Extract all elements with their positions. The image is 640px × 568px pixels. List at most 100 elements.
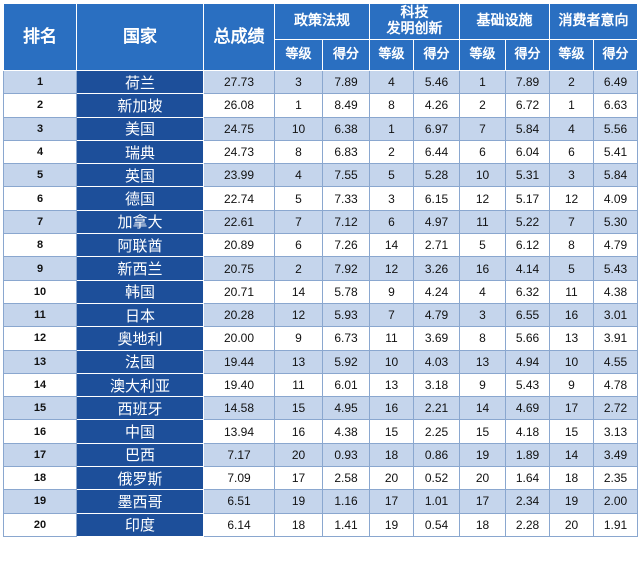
infra-grade-cell: 15 bbox=[459, 419, 506, 444]
infra-score-cell: 6.12 bbox=[505, 233, 550, 258]
policy-score-cell: 7.12 bbox=[322, 209, 370, 235]
policy-score-cell: 1.16 bbox=[322, 489, 370, 514]
consumer-score-cell: 4.78 bbox=[593, 372, 638, 398]
country-cell: 美国 bbox=[76, 116, 204, 141]
country-cell: 加拿大 bbox=[76, 209, 204, 235]
country-cell: 法国 bbox=[76, 349, 204, 374]
tech-grade-cell: 16 bbox=[369, 396, 414, 421]
country-cell: 阿联酋 bbox=[76, 233, 204, 258]
table-row: 10 韩国 20.71 14 5.78 9 4.24 4 6.32 11 4.38 bbox=[3, 279, 638, 304]
infra-grade-cell: 8 bbox=[459, 326, 506, 351]
policy-score-cell: 5.92 bbox=[322, 349, 370, 374]
consumer-grade-cell: 19 bbox=[549, 489, 594, 514]
infra-grade-cell: 2 bbox=[459, 93, 506, 118]
tech-score-cell: 0.54 bbox=[413, 512, 460, 537]
tech-score-cell: 5.46 bbox=[413, 69, 460, 95]
country-cell: 西班牙 bbox=[76, 396, 204, 421]
header-infrastructure: 基础设施 bbox=[459, 3, 550, 40]
policy-score-cell: 7.92 bbox=[322, 256, 370, 281]
header-policy: 政策法规 bbox=[274, 3, 370, 40]
rank-cell: 7 bbox=[3, 209, 77, 235]
tech-score-cell: 0.86 bbox=[413, 442, 460, 468]
policy-score-cell: 7.33 bbox=[322, 186, 370, 211]
total-score-cell: 24.73 bbox=[203, 139, 275, 165]
tech-score-cell: 1.01 bbox=[413, 489, 460, 514]
consumer-grade-cell: 3 bbox=[549, 163, 594, 188]
consumer-grade-cell: 8 bbox=[549, 233, 594, 258]
total-score-cell: 24.75 bbox=[203, 116, 275, 141]
policy-score-cell: 7.55 bbox=[322, 163, 370, 188]
infra-score-cell: 4.69 bbox=[505, 396, 550, 421]
table-row: 9 新西兰 20.75 2 7.92 12 3.26 16 4.14 5 5.43 bbox=[3, 256, 638, 281]
tech-grade-cell: 8 bbox=[369, 93, 414, 118]
consumer-score-cell: 5.41 bbox=[593, 139, 638, 165]
policy-grade-cell: 3 bbox=[274, 69, 323, 95]
infra-score-cell: 5.84 bbox=[505, 116, 550, 141]
rank-cell: 15 bbox=[3, 396, 77, 421]
tech-grade-cell: 13 bbox=[369, 372, 414, 398]
table-row: 4 瑞典 24.73 8 6.83 2 6.44 6 6.04 6 5.41 bbox=[3, 139, 638, 165]
infra-score-cell: 4.94 bbox=[505, 349, 550, 374]
tech-score-cell: 3.26 bbox=[413, 256, 460, 281]
country-cell: 俄罗斯 bbox=[76, 466, 204, 491]
infra-score-cell: 1.64 bbox=[505, 466, 550, 491]
rank-cell: 11 bbox=[3, 302, 77, 328]
rank-cell: 5 bbox=[3, 163, 77, 188]
infra-score-cell: 5.66 bbox=[505, 326, 550, 351]
table-row: 18 俄罗斯 7.09 17 2.58 20 0.52 20 1.64 18 2.35 bbox=[3, 466, 638, 491]
country-cell: 瑞典 bbox=[76, 139, 204, 165]
infra-score-cell: 5.22 bbox=[505, 209, 550, 235]
tech-grade-cell: 7 bbox=[369, 302, 414, 328]
infra-grade-cell: 14 bbox=[459, 396, 506, 421]
table-row: 2 新加坡 26.08 1 8.49 8 4.26 2 6.72 1 6.63 bbox=[3, 93, 638, 118]
header-tech-line1: 科技 bbox=[400, 5, 429, 22]
tech-grade-cell: 2 bbox=[369, 139, 414, 165]
tech-grade-cell: 3 bbox=[369, 186, 414, 211]
policy-grade-cell: 14 bbox=[274, 279, 323, 304]
tech-grade-cell: 19 bbox=[369, 512, 414, 537]
total-score-cell: 7.17 bbox=[203, 442, 275, 468]
table-row: 15 西班牙 14.58 15 4.95 16 2.21 14 4.69 17 2.72 bbox=[3, 396, 638, 421]
consumer-grade-cell: 14 bbox=[549, 442, 594, 468]
consumer-grade-cell: 15 bbox=[549, 419, 594, 444]
infra-score-cell: 5.17 bbox=[505, 186, 550, 211]
header-tech: 科技 发明创新 bbox=[369, 3, 460, 40]
policy-score-cell: 6.83 bbox=[322, 139, 370, 165]
consumer-grade-cell: 13 bbox=[549, 326, 594, 351]
rank-cell: 1 bbox=[3, 69, 77, 95]
infra-score-cell: 7.89 bbox=[505, 69, 550, 95]
consumer-grade-cell: 16 bbox=[549, 302, 594, 328]
infra-grade-cell: 16 bbox=[459, 256, 506, 281]
infra-score-cell: 6.04 bbox=[505, 139, 550, 165]
policy-grade-cell: 19 bbox=[274, 489, 323, 514]
tech-score-cell: 3.18 bbox=[413, 372, 460, 398]
country-cell: 印度 bbox=[76, 512, 204, 537]
table-body: 1 荷兰 27.73 3 7.89 4 5.46 1 7.89 2 6.49 2 新加坡 26.08 1 8.… bbox=[3, 69, 638, 537]
consumer-score-cell: 5.84 bbox=[593, 163, 638, 188]
rank-cell: 9 bbox=[3, 256, 77, 281]
rank-cell: 8 bbox=[3, 233, 77, 258]
policy-grade-cell: 10 bbox=[274, 116, 323, 141]
table-row: 19 墨西哥 6.51 19 1.16 17 1.01 17 2.34 19 2.00 bbox=[3, 489, 638, 514]
consumer-score-cell: 4.79 bbox=[593, 233, 638, 258]
tech-score-cell: 4.26 bbox=[413, 93, 460, 118]
infra-score-cell: 4.18 bbox=[505, 419, 550, 444]
consumer-grade-cell: 11 bbox=[549, 279, 594, 304]
country-cell: 荷兰 bbox=[76, 69, 204, 95]
policy-grade-cell: 4 bbox=[274, 163, 323, 188]
tech-grade-cell: 10 bbox=[369, 349, 414, 374]
tech-score-cell: 4.97 bbox=[413, 209, 460, 235]
infra-score-cell: 1.89 bbox=[505, 442, 550, 468]
consumer-score-cell: 5.56 bbox=[593, 116, 638, 141]
tech-score-cell: 0.52 bbox=[413, 466, 460, 491]
policy-score-cell: 5.93 bbox=[322, 302, 370, 328]
rank-cell: 17 bbox=[3, 442, 77, 468]
policy-grade-cell: 18 bbox=[274, 512, 323, 537]
consumer-grade-cell: 1 bbox=[549, 93, 594, 118]
tech-score-cell: 3.69 bbox=[413, 326, 460, 351]
policy-grade-cell: 13 bbox=[274, 349, 323, 374]
rank-cell: 3 bbox=[3, 116, 77, 141]
tech-grade-cell: 15 bbox=[369, 419, 414, 444]
country-cell: 新西兰 bbox=[76, 256, 204, 281]
total-score-cell: 19.44 bbox=[203, 349, 275, 374]
